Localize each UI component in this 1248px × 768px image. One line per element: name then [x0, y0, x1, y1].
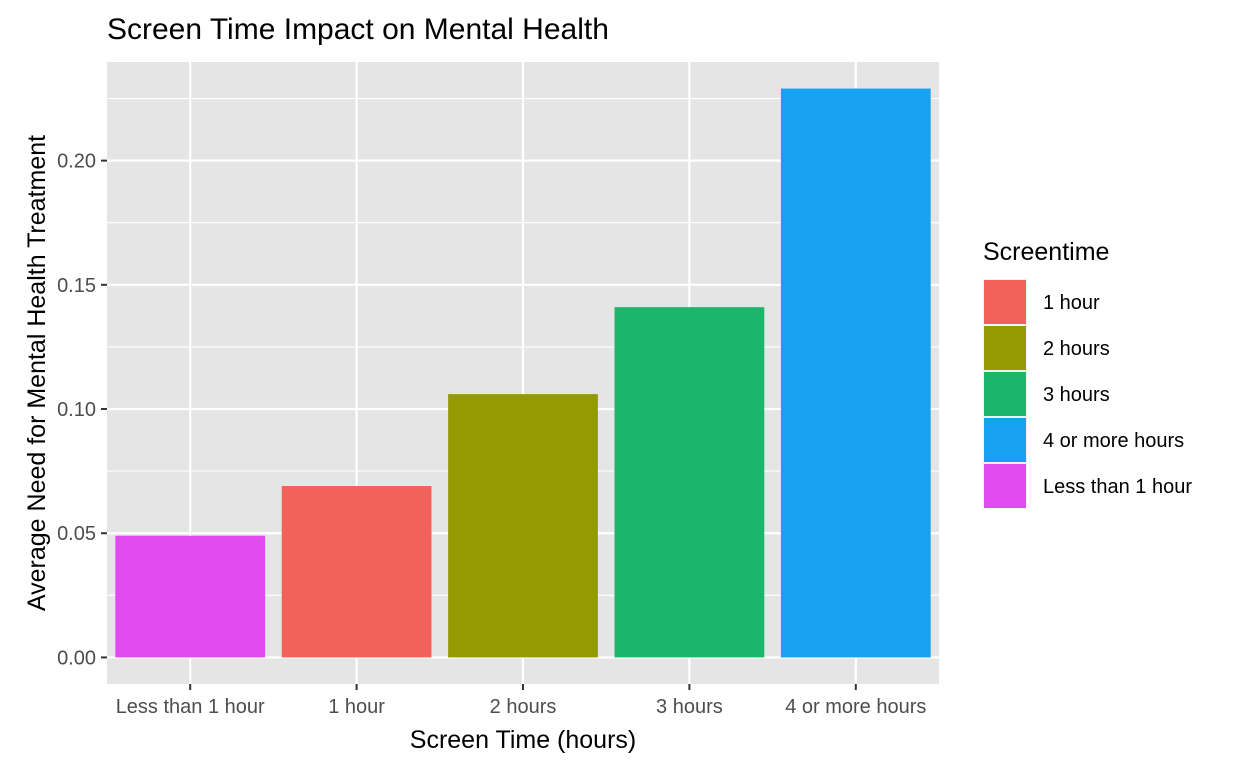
y-tick-label: 0.00 — [57, 647, 96, 669]
x-tick-label: 3 hours — [656, 696, 723, 718]
x-tick-label: 1 hour — [328, 696, 385, 718]
bar — [780, 88, 931, 658]
plot-panel — [107, 62, 939, 684]
x-tick-label: 2 hours — [490, 696, 557, 718]
legend-swatch — [984, 372, 1026, 416]
legend: Screentime 1 hour 2 hours 3 hours 4 or more… — [983, 238, 1192, 509]
legend-items: 1 hour 2 hours 3 hours 4 or more hours Less … — [983, 279, 1192, 509]
legend-label: 4 or more hours — [1043, 430, 1184, 452]
legend-swatch — [984, 418, 1026, 462]
legend-title: Screentime — [983, 238, 1109, 266]
bar — [614, 307, 765, 658]
bar — [281, 486, 432, 658]
legend-label: Less than 1 hour — [1043, 476, 1192, 498]
y-tick-label: 0.15 — [57, 275, 96, 297]
y-tick-label: 0.05 — [57, 523, 96, 545]
chart-title: Screen Time Impact on Mental Health — [107, 13, 609, 46]
x-tick-label: 4 or more hours — [785, 696, 926, 718]
y-tick-label: 0.10 — [57, 399, 96, 421]
legend-swatch — [984, 326, 1026, 370]
x-axis: Less than 1 hour 1 hour 2 hours 3 hours 4 or… — [116, 684, 926, 718]
bar — [448, 394, 598, 658]
legend-swatch — [984, 280, 1026, 324]
legend-label: 2 hours — [1043, 338, 1110, 360]
legend-label: 1 hour — [1043, 292, 1100, 314]
y-tick-label: 0.20 — [57, 151, 96, 173]
y-axis: 0.00 0.05 0.10 0.15 0.20 — [57, 151, 107, 669]
bars — [115, 88, 931, 658]
x-tick-label: Less than 1 hour — [116, 696, 265, 718]
legend-label: 3 hours — [1043, 384, 1110, 406]
x-axis-title: Screen Time (hours) — [410, 726, 636, 754]
bar — [115, 535, 266, 658]
legend-swatch — [984, 464, 1026, 508]
y-axis-title: Average Need for Mental Health Treatment — [23, 135, 51, 611]
